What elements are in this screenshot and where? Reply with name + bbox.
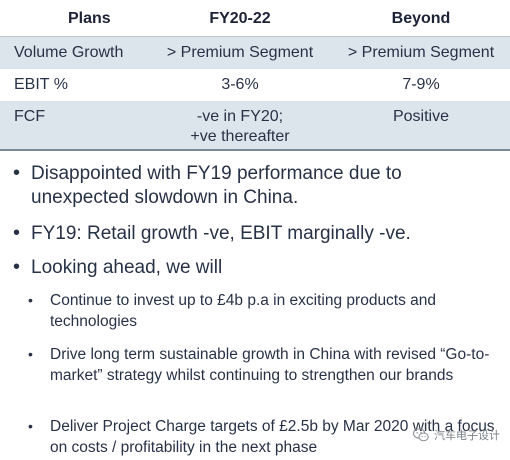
row-label: Volume Growth	[14, 44, 124, 61]
row-fy20-22-value: -ve in FY20; +ve thereafter	[150, 107, 330, 147]
sub-bullet-dot: •	[28, 346, 33, 362]
row-fy20-22-line-1: -ve in FY20;	[196, 108, 284, 125]
row-fy20-22-value: > Premium Segment	[166, 44, 314, 61]
header-plans: Plans	[68, 10, 111, 27]
row-beyond-value: Positive	[392, 108, 450, 125]
watermark-text: 汽车电子设计	[434, 429, 500, 442]
header-fy20-22: FY20-22	[209, 10, 271, 27]
sub-bullet-text: Continue to invest up to £4b p.a in exci…	[50, 292, 437, 330]
sub-bullet-text: Drive long term sustainable growth in Ch…	[50, 346, 490, 384]
row-label: EBIT %	[14, 76, 68, 93]
row-beyond-value: 7-9%	[402, 76, 440, 93]
bullet-dot: •	[13, 256, 21, 278]
watermark: 汽车电子设计	[412, 426, 500, 444]
bullet-text: Disappointed with FY19 performance due t…	[31, 163, 402, 208]
table-row-fcf: FCF -ve in FY20; +ve thereafter Positive	[0, 101, 510, 151]
sub-bullet-dot: •	[28, 418, 33, 434]
table-row-volume-growth: Volume Growth > Premium Segment > Premiu…	[0, 37, 510, 69]
row-label: FCF	[14, 108, 46, 125]
table-row-ebit: EBIT % 3-6% 7-9%	[0, 69, 510, 101]
row-fy20-22-value: 3-6%	[221, 76, 259, 93]
wechat-logo-icon	[412, 428, 429, 442]
row-beyond-value: > Premium Segment	[347, 44, 495, 61]
bullet-dot: •	[13, 162, 21, 184]
bullet-text: Looking ahead, we will	[31, 257, 223, 278]
sub-bullet-text: Deliver Project Charge targets of £2.5b …	[50, 418, 495, 456]
header-beyond: Beyond	[391, 10, 451, 27]
table-header-row: Plans FY20-22 Beyond	[0, 0, 510, 37]
sub-bullet-dot: •	[28, 292, 33, 308]
plans-table: Plans FY20-22 Beyond Volume Growth > Pre…	[0, 0, 510, 151]
bullet-text: FY19: Retail growth -ve, EBIT marginally…	[31, 223, 411, 244]
bullet-dot: •	[13, 222, 21, 244]
row-fy20-22-line-2: +ve thereafter	[190, 128, 290, 145]
